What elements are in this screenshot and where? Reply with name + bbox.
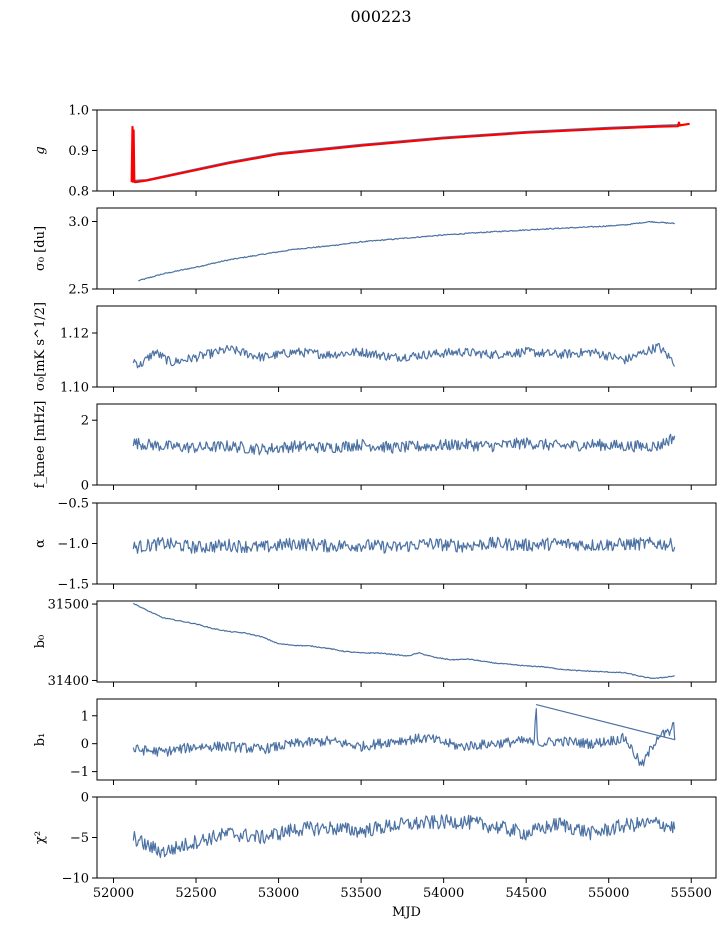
axes-frame [96, 796, 717, 879]
y-axis-label: f_knee [mHz] [33, 401, 48, 489]
y-tick-label: 1.10 [60, 381, 89, 396]
y-tick-label: −5 [70, 831, 89, 846]
x-tick-label: 53500 [340, 886, 381, 901]
x-axis-label: MJD [392, 905, 421, 920]
y-tick-label: 0 [81, 479, 89, 494]
panel-sigma0_mK: 1.10 1.12 σ₀[mK s^1/2] [33, 302, 717, 396]
series-line-chi2-0 [132, 814, 676, 859]
axes-frame [96, 698, 717, 781]
axes-frame [96, 207, 717, 290]
axes-frame [96, 403, 717, 486]
panel-b1: −1 0 1 b₁ [33, 698, 717, 785]
y-axis-label: b₁ [33, 733, 48, 747]
y-tick-label: 2 [81, 414, 89, 429]
y-tick-label: −1.0 [57, 537, 89, 552]
panel-g: 0.8 0.9 1.0 g [33, 104, 717, 200]
y-tick-label: 3.0 [68, 215, 89, 230]
y-tick-label: 0 [81, 737, 89, 752]
panel-sigma0_du: 2.5 3.0 σ₀ [du] [33, 207, 717, 298]
axes-frame [96, 600, 717, 683]
y-axis-label: b₀ [33, 635, 48, 649]
y-axis-label: σ₀ [du] [33, 226, 48, 271]
y-tick-label: −1 [70, 765, 89, 780]
x-tick-label: 54000 [423, 886, 464, 901]
axes-frame [96, 305, 717, 388]
y-axis-label: g [33, 146, 48, 154]
y-tick-label: 1.0 [68, 104, 89, 119]
y-tick-label: 2.5 [68, 283, 89, 298]
y-tick-label: 1 [81, 709, 89, 724]
y-axis-label: α [33, 539, 48, 548]
panel-chi2: −10 −5 0 52000 52500 53000 53500 54000 54500 5500… [33, 791, 717, 920]
series-line-sigma0_mK-0 [132, 343, 676, 369]
panel-b0: 31400 31500 b₀ [33, 598, 717, 689]
y-tick-label: 31400 [48, 674, 89, 689]
y-tick-label: 31500 [48, 598, 89, 613]
panel-fknee: 0 2 f_knee [mHz] [33, 401, 717, 494]
y-tick-label: 1.12 [60, 327, 89, 342]
y-tick-label: −1.5 [57, 578, 89, 593]
y-tick-label: 0.8 [68, 185, 89, 200]
series-line-alpha-0 [132, 536, 676, 554]
panels: 0.8 0.9 1.0 g 2.5 3.0 σ₀ [du] 1.10 1.12 σ₀[mK s^1… [33, 104, 717, 920]
y-tick-label: 0.9 [68, 144, 89, 159]
x-tick-label: 52000 [93, 886, 134, 901]
y-tick-label: 0 [81, 791, 89, 806]
x-tick-label: 54500 [505, 886, 546, 901]
figure-title: 000223 [350, 7, 411, 26]
series-line-b1-0 [132, 704, 676, 767]
x-tick-label: 55500 [671, 886, 712, 901]
series-line-g-1 [130, 121, 690, 184]
series-line-b0-0 [132, 602, 675, 680]
y-axis-label: σ₀[mK s^1/2] [33, 302, 48, 391]
axes-frame [96, 109, 717, 192]
x-tick-label: 55000 [588, 886, 629, 901]
y-axis-label: χ² [33, 831, 48, 844]
series-line-g-0 [131, 123, 690, 182]
y-tick-label: −10 [62, 872, 89, 887]
panel-alpha: −1.5 −1.0 −0.5 α [33, 497, 717, 593]
x-tick-label: 53000 [258, 886, 299, 901]
y-tick-label: −0.5 [57, 497, 89, 512]
x-tick-label: 52500 [175, 886, 216, 901]
series-line-fknee-0 [132, 433, 676, 456]
series-line-sigma0_du-0 [138, 220, 675, 282]
